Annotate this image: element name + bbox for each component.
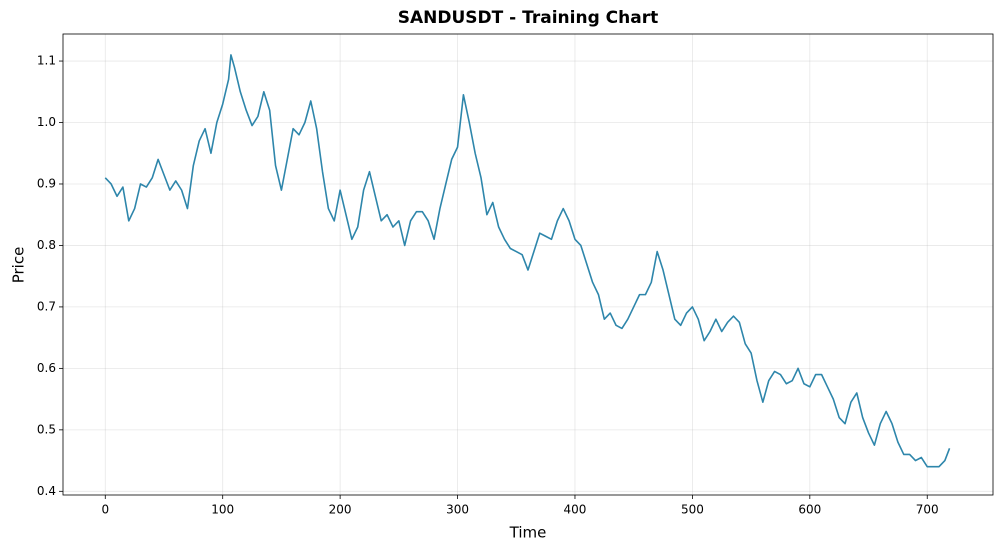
x-tick-label: 500 xyxy=(681,503,704,517)
price-line xyxy=(104,54,951,468)
chart-title: SANDUSDT - Training Chart xyxy=(398,8,658,28)
x-axis-label: Time xyxy=(509,524,547,542)
y-tick-label: 1.1 xyxy=(37,54,56,68)
x-tick-label: 400 xyxy=(564,503,587,517)
y-tick-label: 0.6 xyxy=(37,361,56,375)
y-axis-label: Price xyxy=(10,247,28,284)
x-tick-label: 600 xyxy=(798,503,821,517)
y-tick-label: 0.4 xyxy=(37,484,56,498)
x-tick-label: 700 xyxy=(916,503,939,517)
x-tick-label: 300 xyxy=(446,503,469,517)
x-tick-label: 0 xyxy=(101,503,109,517)
y-tick-label: 1.0 xyxy=(37,115,56,129)
x-tick-label: 200 xyxy=(329,503,352,517)
y-tick-label: 0.8 xyxy=(37,238,56,252)
x-tick-label: 100 xyxy=(211,503,234,517)
plot-frame xyxy=(62,33,994,496)
y-tick-label: 0.9 xyxy=(37,176,56,190)
y-tick-label: 0.7 xyxy=(37,299,56,313)
y-tick-label: 0.5 xyxy=(37,422,56,436)
